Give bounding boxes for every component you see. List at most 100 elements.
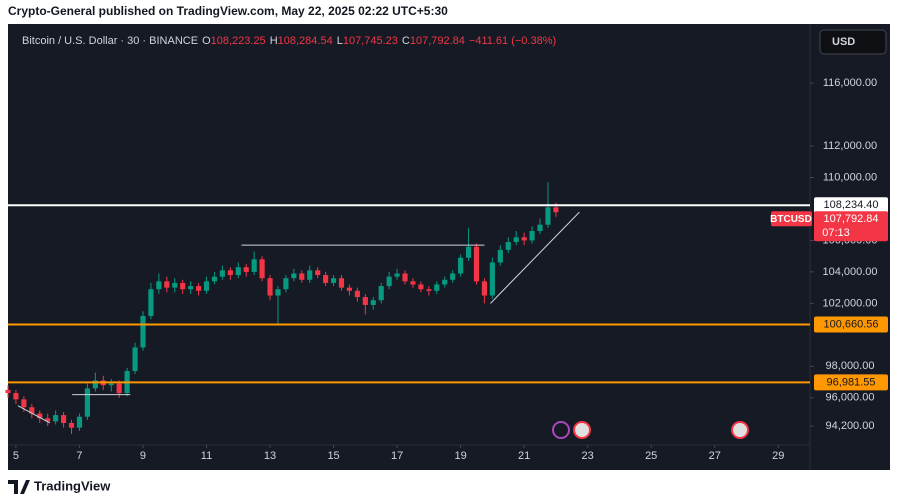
candle-body xyxy=(243,267,249,272)
candle-body xyxy=(29,407,35,414)
candle-body xyxy=(140,315,146,348)
y-tick-label: 96,000.00 xyxy=(826,392,875,404)
candle-body xyxy=(275,289,281,296)
price-line-box xyxy=(814,197,888,214)
candle-body xyxy=(76,416,83,428)
candle-body xyxy=(61,415,67,423)
candle-body xyxy=(172,282,178,288)
symbol: Bitcoin / U.S. Dollar · 30 · BINANCE xyxy=(22,35,198,47)
candle-body xyxy=(402,273,408,282)
ohlc-value: 108,223.25 xyxy=(211,35,266,47)
candle-body xyxy=(227,270,233,276)
last-price-box xyxy=(814,211,888,242)
candle-body xyxy=(346,287,353,291)
ohlc-key: O xyxy=(202,35,211,47)
candle-body xyxy=(259,259,265,279)
candle-body xyxy=(442,279,448,285)
candle-body xyxy=(394,273,400,277)
candle-body xyxy=(497,249,503,263)
candle-body xyxy=(195,286,202,291)
candle-body xyxy=(180,282,186,290)
event-icon[interactable] xyxy=(573,421,591,439)
candle-body xyxy=(362,297,368,305)
x-tick-label: 25 xyxy=(645,450,657,462)
x-tick-label: 21 xyxy=(518,450,530,462)
event-icon[interactable] xyxy=(552,421,570,439)
candle-body xyxy=(370,300,376,305)
candle-body xyxy=(53,415,59,422)
x-tick-label: 23 xyxy=(582,450,594,462)
ohlc-key: C xyxy=(402,35,410,47)
event-icon[interactable] xyxy=(731,421,749,439)
candle-body xyxy=(473,246,480,282)
candle-body xyxy=(426,289,432,291)
candle-body xyxy=(465,246,472,258)
candle-body xyxy=(378,286,384,301)
price-line-label: 108,234.40 xyxy=(823,199,878,211)
candle-body xyxy=(211,276,218,282)
y-tick-label: 112,000.00 xyxy=(823,140,877,152)
candle-body xyxy=(116,383,122,394)
x-tick-label: 27 xyxy=(709,450,721,462)
ohlc-value: 107,745.23 xyxy=(343,35,398,47)
candle-body xyxy=(219,270,225,277)
candle-body xyxy=(235,267,241,276)
x-tick-label: 13 xyxy=(264,450,276,462)
candle-body xyxy=(92,380,98,389)
candle-body xyxy=(307,270,313,280)
x-tick-label: 19 xyxy=(454,450,466,462)
y-tick-label: 104,000.00 xyxy=(822,266,877,278)
y-tick-label: 116,000.00 xyxy=(823,77,877,89)
candle-body xyxy=(489,262,495,296)
price-line-box xyxy=(814,316,888,333)
candle-body xyxy=(5,389,11,394)
currency-button[interactable] xyxy=(819,29,887,55)
price-line-box xyxy=(814,374,888,391)
event-icons xyxy=(552,421,749,439)
candle-body xyxy=(505,242,511,250)
y-tick-label: 102,000.00 xyxy=(822,297,877,309)
candle-body xyxy=(84,388,90,417)
candle-body xyxy=(521,237,527,241)
candle-body xyxy=(354,290,360,298)
legend: Bitcoin / U.S. Dollar · 30 · BINANCE O108… xyxy=(22,35,556,47)
candle-body xyxy=(37,413,43,419)
currency-label: USD xyxy=(832,36,855,48)
candle-body xyxy=(45,418,51,422)
candle-body xyxy=(108,383,114,386)
candle-body xyxy=(299,273,305,280)
candle-body xyxy=(323,275,329,283)
brand: TradingView xyxy=(34,478,111,493)
chart-title: Crypto-General published on TradingView.… xyxy=(8,4,448,18)
candle-body xyxy=(68,422,75,428)
last-price-name: BTCUSD xyxy=(770,214,812,225)
x-tick-label: 17 xyxy=(391,450,403,462)
candle-body xyxy=(481,281,488,296)
candle-body xyxy=(148,289,154,316)
candle-body xyxy=(203,281,210,291)
ohlc-key: L xyxy=(337,35,343,47)
candle-body xyxy=(164,281,170,288)
candle-body xyxy=(291,273,297,279)
logo-mark xyxy=(8,480,30,494)
x-tick-label: 29 xyxy=(772,450,784,462)
last-price-countdown: 07:13 xyxy=(822,227,850,239)
candle-body xyxy=(21,399,27,408)
price-line-label: 96,981.55 xyxy=(827,376,876,388)
candle-body xyxy=(386,276,392,287)
candle-body xyxy=(132,347,138,372)
x-tick-label: 11 xyxy=(201,450,212,462)
trend-line xyxy=(17,405,51,424)
candle-body xyxy=(434,284,440,291)
candle-body xyxy=(315,270,321,276)
logo: TradingView xyxy=(8,478,111,494)
candle-body xyxy=(338,278,345,288)
candle-body xyxy=(553,207,559,213)
x-tick-label: 7 xyxy=(76,450,82,462)
y-tick-label: 110,000.00 xyxy=(823,171,877,183)
change: −411.61 (−0.38%) xyxy=(469,35,556,47)
price-line-label: 100,660.56 xyxy=(823,318,878,330)
y-tick-label: 94,200.00 xyxy=(826,420,875,432)
y-tick-label: 98,000.00 xyxy=(826,360,875,372)
